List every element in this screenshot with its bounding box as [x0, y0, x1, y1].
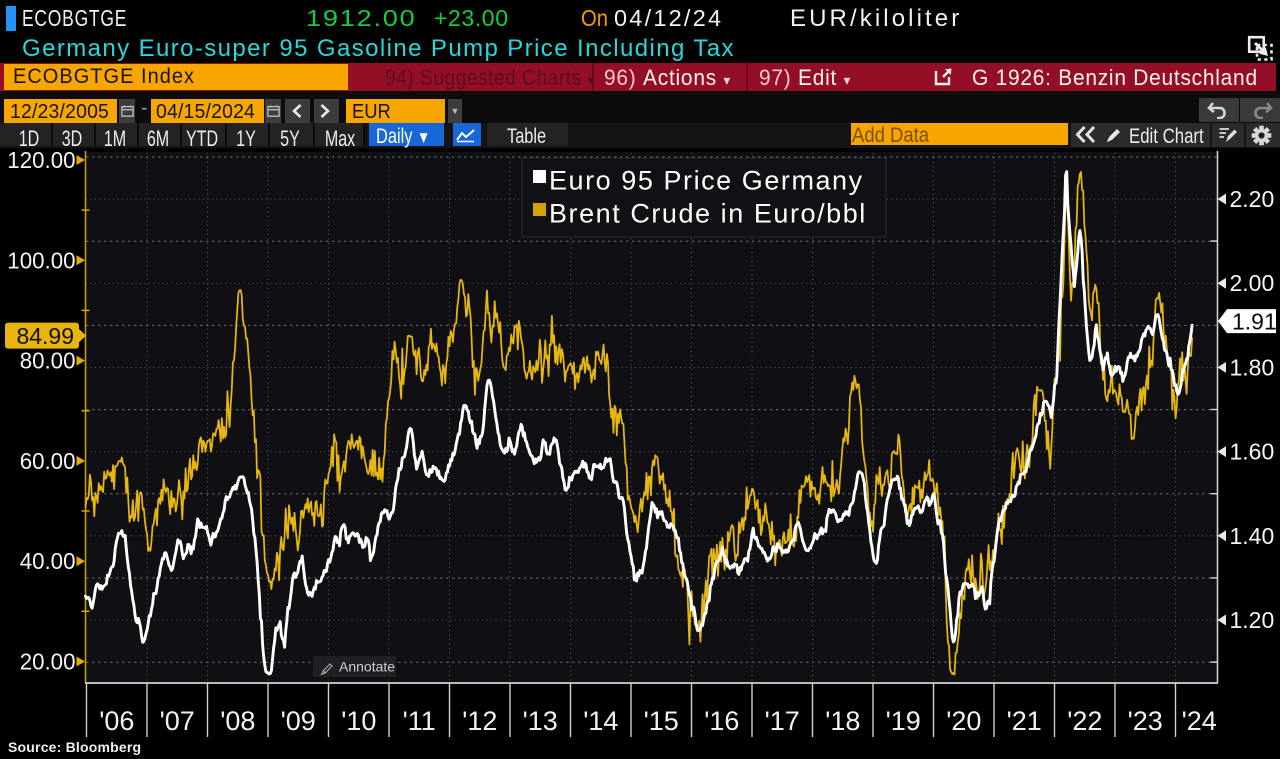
svg-text:'11: '11 [403, 706, 436, 736]
svg-text:'12: '12 [462, 706, 497, 736]
svg-text:80.00: 80.00 [20, 347, 76, 373]
svg-text:'21: '21 [1007, 706, 1042, 736]
svg-text:2.20: 2.20 [1230, 186, 1275, 212]
svg-text:Brent Crude in Euro/bbl: Brent Crude in Euro/bbl [549, 199, 867, 229]
svg-text:'23: '23 [1128, 706, 1163, 736]
svg-text:'17: '17 [765, 706, 800, 736]
svg-text:'13: '13 [523, 706, 558, 736]
svg-text:'22: '22 [1067, 706, 1102, 736]
svg-text:'16: '16 [704, 706, 739, 736]
svg-text:'15: '15 [644, 706, 679, 736]
svg-text:'10: '10 [341, 706, 376, 736]
svg-text:1.60: 1.60 [1230, 439, 1275, 465]
svg-text:1.40: 1.40 [1230, 523, 1275, 549]
svg-text:'20: '20 [946, 706, 981, 736]
svg-text:120.00: 120.00 [7, 151, 75, 173]
svg-text:'07: '07 [160, 706, 195, 736]
svg-text:40.00: 40.00 [20, 548, 76, 574]
svg-text:20.00: 20.00 [20, 648, 76, 674]
svg-text:1.20: 1.20 [1230, 607, 1275, 633]
svg-text:Annotate: Annotate [339, 659, 395, 675]
svg-text:'24: '24 [1182, 706, 1217, 736]
svg-text:60.00: 60.00 [20, 448, 76, 474]
svg-text:Source: Bloomberg: Source: Bloomberg [8, 739, 141, 755]
svg-text:'14: '14 [583, 706, 618, 736]
svg-text:Euro 95 Price Germany: Euro 95 Price Germany [549, 166, 864, 196]
svg-text:100.00: 100.00 [7, 247, 75, 273]
svg-text:1.80: 1.80 [1230, 354, 1275, 380]
svg-text:2.00: 2.00 [1230, 270, 1275, 296]
svg-text:'08: '08 [220, 706, 255, 736]
svg-text:'19: '19 [886, 706, 921, 736]
svg-text:1.91: 1.91 [1232, 309, 1277, 335]
svg-text:'18: '18 [825, 706, 860, 736]
svg-text:'06: '06 [99, 706, 134, 736]
svg-text:'09: '09 [281, 706, 316, 736]
svg-text:84.99: 84.99 [16, 323, 74, 349]
